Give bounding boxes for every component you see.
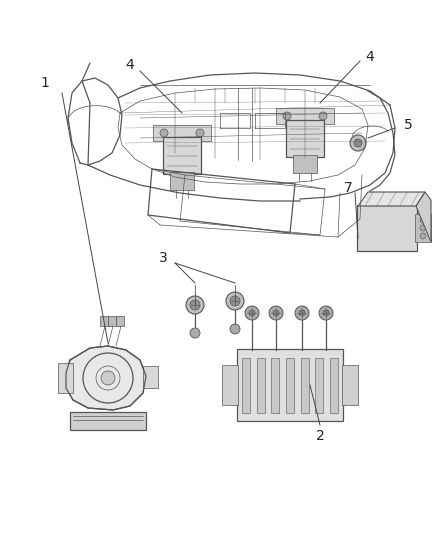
FancyBboxPatch shape: [276, 108, 334, 124]
Circle shape: [230, 296, 240, 306]
Circle shape: [249, 310, 255, 316]
FancyBboxPatch shape: [357, 205, 417, 251]
Circle shape: [420, 217, 426, 223]
FancyBboxPatch shape: [170, 172, 194, 190]
Polygon shape: [416, 192, 431, 242]
Circle shape: [273, 310, 279, 316]
Circle shape: [160, 129, 168, 137]
Circle shape: [230, 324, 240, 334]
FancyBboxPatch shape: [300, 358, 309, 413]
Text: 4: 4: [126, 58, 134, 72]
Circle shape: [354, 139, 362, 147]
FancyBboxPatch shape: [315, 358, 323, 413]
Circle shape: [350, 135, 366, 151]
FancyBboxPatch shape: [222, 365, 238, 405]
FancyBboxPatch shape: [70, 412, 146, 430]
Circle shape: [420, 233, 426, 239]
FancyBboxPatch shape: [330, 358, 338, 413]
Text: 4: 4: [366, 50, 374, 64]
Circle shape: [245, 306, 259, 320]
FancyBboxPatch shape: [242, 358, 250, 413]
FancyBboxPatch shape: [271, 358, 279, 413]
Circle shape: [101, 371, 115, 385]
Circle shape: [319, 306, 333, 320]
Circle shape: [319, 112, 327, 120]
Circle shape: [226, 292, 244, 310]
Text: 2: 2: [316, 429, 325, 443]
Polygon shape: [358, 192, 425, 206]
FancyBboxPatch shape: [143, 366, 158, 388]
FancyBboxPatch shape: [58, 363, 73, 393]
FancyBboxPatch shape: [286, 358, 294, 413]
Circle shape: [190, 300, 200, 310]
Text: 1: 1: [41, 76, 49, 90]
FancyBboxPatch shape: [293, 155, 317, 173]
FancyBboxPatch shape: [286, 120, 324, 157]
FancyBboxPatch shape: [153, 125, 211, 141]
FancyBboxPatch shape: [116, 316, 124, 326]
FancyBboxPatch shape: [415, 214, 431, 242]
FancyBboxPatch shape: [100, 316, 108, 326]
Circle shape: [295, 306, 309, 320]
Circle shape: [196, 129, 204, 137]
FancyBboxPatch shape: [237, 349, 343, 421]
Circle shape: [323, 310, 329, 316]
Circle shape: [299, 310, 305, 316]
Text: 3: 3: [159, 251, 167, 265]
Text: 5: 5: [404, 118, 412, 132]
FancyBboxPatch shape: [342, 365, 358, 405]
FancyBboxPatch shape: [163, 137, 201, 174]
Circle shape: [186, 296, 204, 314]
Text: 7: 7: [344, 181, 353, 195]
Circle shape: [190, 328, 200, 338]
Circle shape: [283, 112, 291, 120]
FancyBboxPatch shape: [108, 316, 116, 326]
FancyBboxPatch shape: [257, 358, 265, 413]
Polygon shape: [66, 346, 146, 410]
Circle shape: [269, 306, 283, 320]
Circle shape: [420, 225, 426, 231]
